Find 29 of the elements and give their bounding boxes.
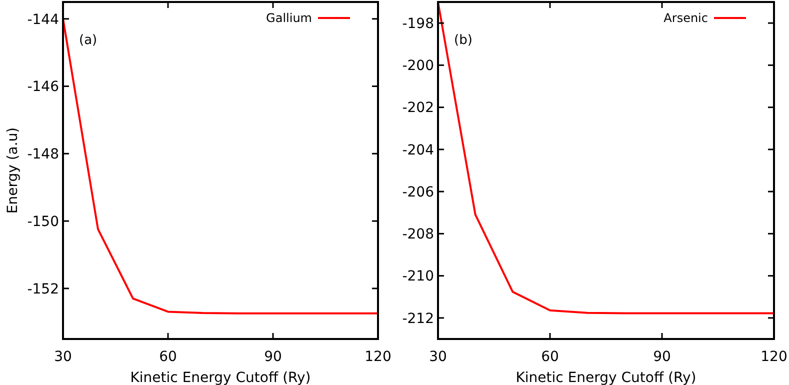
legend-label: Gallium (266, 11, 312, 26)
y-tick-label: -150 (27, 214, 59, 230)
x-tick-label: 60 (159, 349, 177, 365)
y-tick-label: -146 (27, 79, 60, 96)
y-tick-label: -202 (402, 100, 434, 116)
y-axis-title: Energy (a.u) (5, 127, 21, 214)
x-tick-label: 30 (429, 349, 447, 365)
y-tick-label: -144 (27, 12, 60, 28)
y-tick-label: -210 (402, 268, 434, 285)
x-tick-label: 120 (760, 349, 788, 365)
legend-label: Arsenic (664, 11, 708, 26)
x-tick-label: 60 (541, 349, 559, 365)
annotation: (a) (79, 33, 98, 48)
y-tick-label: -208 (402, 226, 434, 243)
y-tick-label: -204 (402, 142, 434, 158)
x-tick-label: 90 (264, 349, 282, 365)
y-tick-label: -212 (402, 310, 434, 327)
annotation: (b) (454, 33, 472, 48)
line-series (437, 1, 775, 314)
y-tick-label: -206 (402, 184, 434, 200)
y-tick-label: -198 (402, 16, 434, 32)
x-tick-label: 90 (653, 349, 671, 365)
y-tick-label: -200 (402, 58, 434, 74)
x-axis-title: Kinetic Energy Cutoff (Ry) (130, 370, 311, 385)
x-tick-label: 30 (54, 349, 72, 365)
x-axis-title: Kinetic Energy Cutoff (Ry) (516, 370, 696, 385)
x-tick-label: 120 (364, 349, 392, 365)
y-tick-label: -148 (27, 146, 59, 163)
y-tick-label: -152 (27, 281, 59, 298)
